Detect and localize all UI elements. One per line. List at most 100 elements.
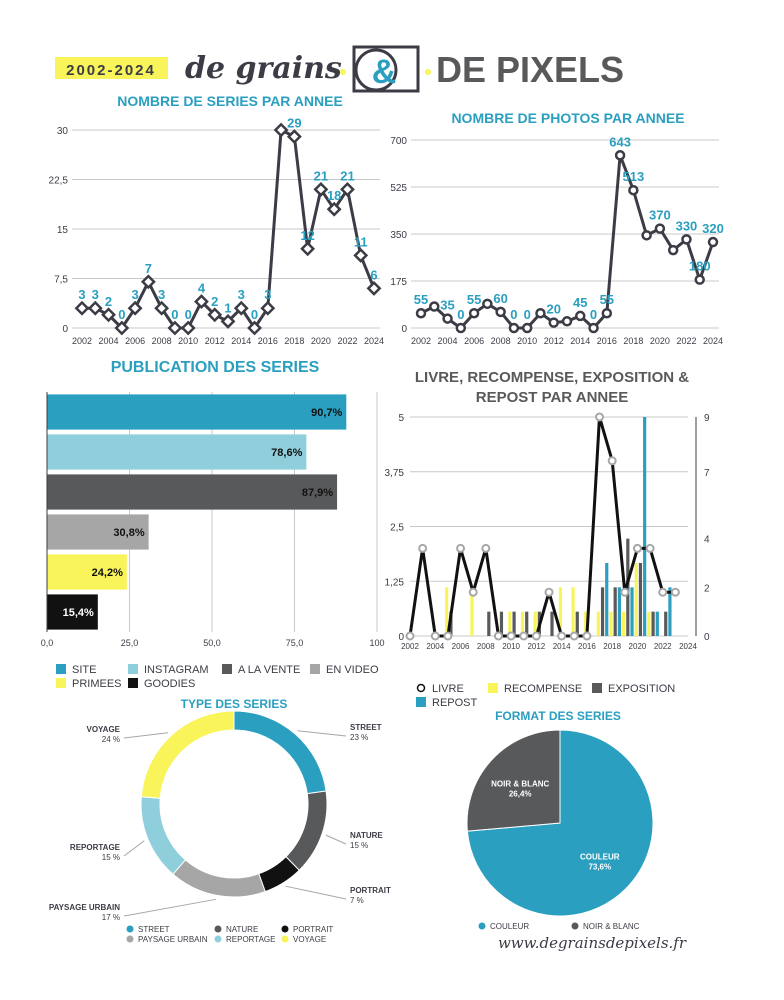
brand-dot-left — [340, 69, 346, 75]
awards-y-right-tick-label: 0 — [704, 632, 710, 643]
photos-data-label: 320 — [702, 221, 724, 236]
awards-bar-recompense — [596, 611, 600, 636]
photos-x-tick-label: 2012 — [544, 336, 564, 346]
type-leader-line — [123, 732, 169, 739]
awards-bar-repost — [643, 417, 647, 636]
publication-bar — [47, 394, 347, 430]
series-x-tick-label: 2024 — [364, 336, 384, 346]
photos-point — [508, 322, 520, 334]
series-x-tick-label: 2002 — [72, 336, 92, 346]
awards-bar-exposition — [613, 587, 617, 636]
type-slice-value: 24 % — [102, 735, 120, 744]
series-data-label: 4 — [198, 281, 206, 296]
brand-logo-frame — [352, 45, 420, 93]
type-legend-swatch — [126, 925, 134, 933]
photos-data-label: 55 — [600, 292, 614, 307]
awards-bar-exposition — [626, 538, 630, 636]
awards-x-tick-label: 2018 — [603, 642, 621, 651]
publication-legend-swatch — [56, 664, 66, 674]
series-point — [101, 307, 116, 323]
publication-bar — [47, 594, 98, 630]
awards-point-livre — [443, 631, 453, 641]
awards-legend-swatch — [416, 697, 426, 707]
series-x-tick-label: 2020 — [311, 336, 331, 346]
type-leader-line — [285, 885, 347, 900]
awards-x-tick-label: 2016 — [578, 642, 596, 651]
series-point — [180, 320, 196, 336]
brand-right: DE PIXELS — [436, 49, 624, 90]
awards-legend-swatch — [592, 683, 602, 693]
awards-bar-exposition — [651, 611, 655, 636]
photos-data-label: 0 — [457, 307, 464, 322]
publication-bar-chart: 0,0 25,0 50,0 75,0 100 90,7% 78,6% 87,9% 30,8% 24… — [41, 392, 385, 690]
format-slice-value: 73,6% — [588, 862, 611, 871]
publication-legend-swatch — [128, 664, 138, 674]
series-point — [286, 129, 302, 145]
photos-y-tick-label: 175 — [390, 277, 407, 288]
publication-value-label: 78,6% — [271, 447, 302, 459]
photos-x-tick-label: 2008 — [491, 336, 511, 346]
awards-point-livre — [430, 631, 440, 641]
series-point — [273, 122, 289, 138]
series-data-label: 18 — [327, 188, 341, 203]
type-leader-line — [297, 730, 347, 737]
awards-x-tick-label: 2020 — [629, 642, 647, 651]
photos-data-label: 180 — [689, 259, 711, 274]
awards-point-livre — [506, 631, 516, 641]
photos-point — [628, 184, 639, 196]
awards-point-livre — [569, 631, 579, 641]
type-legend-label: VOYAGE — [293, 935, 326, 944]
awards-point-livre — [658, 587, 668, 597]
format-legend-swatch — [571, 922, 579, 930]
awards-x-tick-label: 2014 — [553, 642, 571, 651]
photos-point — [667, 244, 679, 256]
publication-legend-swatch — [128, 678, 138, 688]
series-point — [340, 181, 355, 197]
publication-bar — [47, 554, 127, 590]
awards-legend-label: LIVRE — [432, 683, 464, 695]
type-leader-line — [123, 840, 145, 857]
format-legend-label: COULEUR — [490, 922, 529, 931]
awards-point-livre — [493, 631, 503, 641]
photos-point — [601, 307, 613, 319]
type-legend-swatch — [214, 925, 222, 933]
series-data-label: 21 — [314, 168, 328, 183]
awards-y-left-tick-label: 3,75 — [385, 468, 405, 479]
series-point — [154, 300, 170, 316]
years-highlight — [55, 57, 168, 79]
photos-data-label: 0 — [590, 307, 597, 322]
awards-bar-exposition — [575, 611, 579, 636]
series-point — [114, 320, 130, 336]
series-x-tick-label: 2006 — [125, 336, 145, 346]
type-legend-label: STREET — [138, 925, 170, 934]
type-slice — [285, 790, 328, 871]
photos-chart-title: NOMBRE DE PHOTOS PAR ANNEE — [451, 110, 684, 126]
publication-bar — [47, 474, 338, 510]
awards-point-livre — [670, 587, 680, 597]
footer-url[interactable]: www.degrainsdepixels.fr — [498, 934, 687, 952]
series-data-label: 11 — [354, 234, 368, 249]
type-legend-label: PORTRAIT — [293, 925, 333, 934]
series-data-label: 12 — [300, 228, 314, 243]
format-chart-title: FORMAT DES SERIES — [495, 709, 621, 723]
series-y-tick-label: 30 — [57, 126, 69, 137]
type-leader-line — [325, 834, 347, 845]
series-data-label: 3 — [131, 287, 138, 302]
type-slice — [172, 859, 266, 898]
awards-bar-recompense — [571, 587, 575, 636]
awards-bar-exposition — [638, 563, 643, 636]
series-point — [326, 201, 342, 217]
awards-x-tick-label: 2012 — [527, 642, 545, 651]
series-data-label: 6 — [370, 267, 377, 282]
awards-x-tick-label: 2008 — [477, 642, 495, 651]
awards-bar-repost — [617, 587, 621, 636]
awards-legend-label: REPOST — [432, 697, 478, 709]
awards-y-left-tick-label: 0 — [398, 632, 404, 643]
series-point — [140, 274, 156, 290]
photos-data-label: 643 — [609, 134, 631, 149]
type-slice-value: 15 % — [350, 841, 368, 850]
series-point — [220, 313, 236, 329]
photos-point — [521, 322, 533, 334]
series-point — [233, 300, 249, 316]
